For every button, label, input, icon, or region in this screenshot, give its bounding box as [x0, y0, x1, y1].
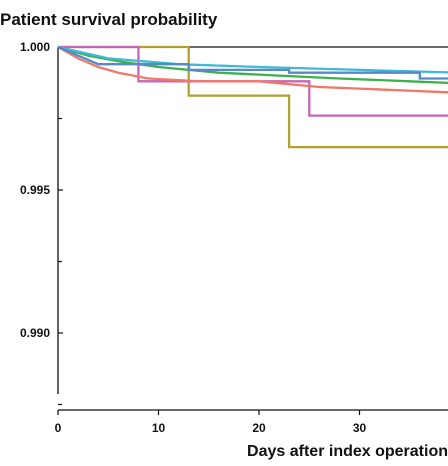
series-line-4: [57, 45, 448, 85]
x-tick-label: 0: [55, 421, 62, 435]
y-tick-label: 0.990: [20, 326, 50, 340]
y-tick-label: 1.000: [20, 40, 50, 54]
x-tick-label: 20: [252, 421, 266, 435]
series-line-6: [57, 45, 448, 80]
y-axis-ticks: 1.000 0.995 0.990: [20, 40, 63, 406]
series-line-1: [58, 45, 448, 149]
series-layer: [57, 45, 448, 149]
series-line-3: [57, 45, 448, 94]
x-axis-title: Days after index operation: [247, 443, 448, 460]
chart-title: Patient survival probability: [0, 10, 218, 29]
x-tick-label: 10: [152, 421, 166, 435]
x-tick-label: 30: [353, 421, 367, 435]
y-tick-label: 0.995: [20, 183, 50, 197]
x-axis-ticks: 0102030405060708090: [55, 410, 367, 435]
